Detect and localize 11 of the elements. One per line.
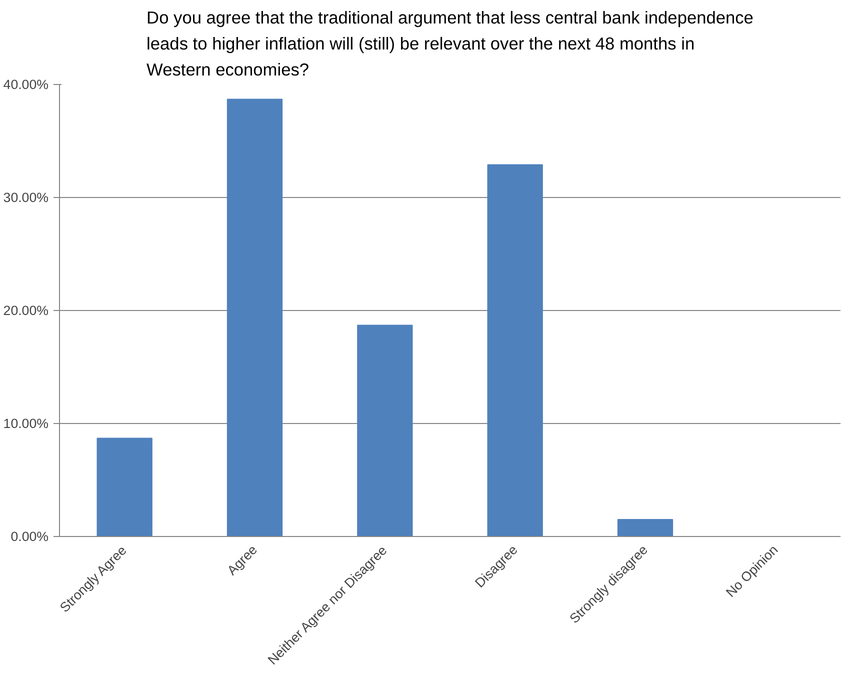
bar: [226, 98, 283, 536]
bar: [487, 164, 543, 536]
y-tick-label: 40.00%: [3, 77, 49, 92]
y-tick-label: 10.00%: [3, 416, 49, 431]
chart-title: Do you agree that the traditional argument that less central bank independence leads to higher inflation will (still) be relevant over the next 48 months in Western economies?: [146, 8, 754, 80]
bar: [617, 519, 674, 536]
y-tick-label: 0.00%: [10, 529, 49, 544]
y-tick-label: 20.00%: [3, 303, 49, 318]
bar: [357, 324, 413, 536]
y-tick-label: 30.00%: [3, 190, 49, 205]
bar: [96, 438, 152, 536]
